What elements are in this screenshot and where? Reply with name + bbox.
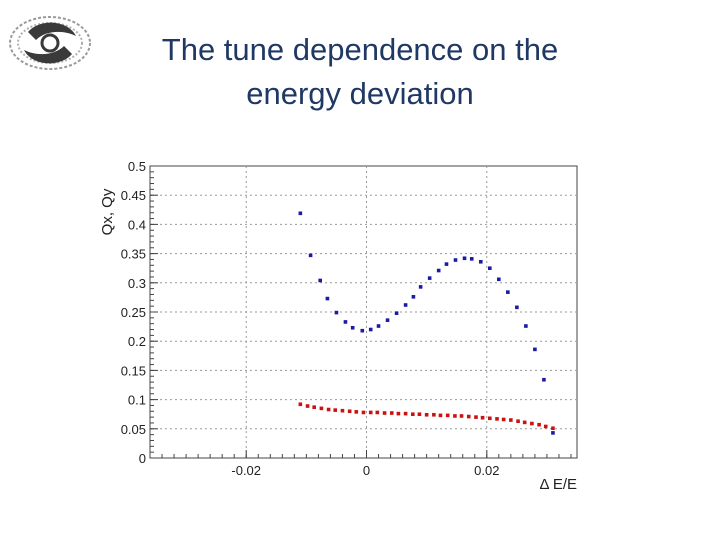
qx-point — [411, 295, 416, 299]
qy-point — [347, 409, 352, 414]
y-tick-label: 0.3 — [128, 276, 146, 291]
grid-lines — [150, 166, 577, 458]
y-tick-label: 0.25 — [121, 305, 146, 320]
qy-point — [537, 422, 541, 427]
x-tick-label: -0.02 — [231, 463, 261, 478]
qy-point — [368, 410, 373, 415]
y-tick-label: 0.05 — [121, 422, 146, 437]
qy-point — [501, 417, 506, 422]
qx-point — [350, 325, 355, 330]
qy-point — [445, 413, 450, 418]
qx-point — [403, 303, 408, 307]
qy-point — [487, 416, 492, 421]
qx-point — [444, 262, 449, 266]
qx-point — [394, 311, 399, 315]
qx-point — [551, 431, 555, 435]
qy-point — [522, 420, 527, 425]
qx-point — [298, 211, 303, 216]
qx-point — [385, 318, 390, 322]
qy-point — [474, 415, 478, 419]
qy-point — [424, 412, 429, 417]
qx-point — [542, 377, 546, 382]
qx-point — [524, 324, 528, 328]
qx-point — [487, 266, 492, 270]
y-tick-label: 0.4 — [128, 217, 146, 232]
qx-point — [515, 305, 519, 310]
y-tick-label: 0.35 — [121, 247, 146, 262]
qy-point — [516, 419, 520, 424]
qy-point — [298, 402, 303, 407]
qy-point — [382, 411, 387, 415]
qx-point — [334, 310, 339, 315]
qx-point — [462, 256, 467, 261]
qy-point — [459, 414, 464, 418]
qy-point — [438, 413, 443, 418]
qx-point — [469, 257, 474, 261]
qy-point — [411, 412, 415, 416]
qy-point — [389, 411, 394, 415]
qy-point — [361, 410, 366, 415]
qx-point — [308, 253, 313, 258]
slide-title-line-2: energy deviation — [246, 76, 474, 111]
qy-point — [396, 411, 401, 416]
data-points — [298, 211, 555, 435]
qx-point — [325, 296, 330, 301]
qy-point — [375, 410, 380, 415]
qx-point — [427, 276, 432, 280]
qx-point — [318, 278, 322, 283]
qy-point — [354, 410, 359, 414]
qx-point — [360, 328, 365, 333]
qy-point — [333, 408, 338, 412]
qx-point — [497, 277, 501, 282]
y-axis-title: Qx, Qy — [99, 188, 116, 235]
y-tick-label: 0 — [139, 451, 146, 466]
x-axis-ticks: -0.02 0 0.02 — [161, 450, 572, 478]
qx-point — [418, 285, 423, 289]
qx-point — [453, 258, 458, 262]
qy-point — [530, 421, 534, 426]
qx-point — [506, 290, 510, 294]
x-tick-label: 0.02 — [474, 463, 499, 478]
institute-logo — [9, 16, 91, 70]
qy-point — [319, 406, 324, 411]
qy-point — [417, 412, 422, 416]
slide-title: The tune dependence on the energy deviat… — [100, 28, 620, 116]
qy-point — [480, 415, 485, 420]
qy-point — [403, 411, 408, 416]
y-tick-label: 0.15 — [121, 363, 146, 378]
qx-point — [436, 268, 441, 273]
y-tick-label: 0.5 — [128, 159, 146, 174]
x-axis-title: Δ E/E — [539, 476, 577, 493]
y-axis-ticks: 0 0.05 0.1 0.15 0.2 0.25 0.3 0.35 0.4 0.45 0.5 — [121, 159, 158, 466]
qy-point — [432, 412, 436, 417]
qy-point — [453, 414, 457, 418]
y-tick-label: 0.45 — [121, 188, 146, 203]
qy-point — [543, 424, 548, 429]
x-tick-label: 0 — [363, 463, 370, 478]
qy-point — [509, 418, 513, 422]
qx-point — [533, 347, 537, 352]
qy-point — [466, 414, 471, 419]
qy-point — [495, 417, 499, 421]
qy-point — [305, 404, 310, 408]
slide-title-line-1: The tune dependence on the — [161, 32, 559, 67]
qy-point — [312, 405, 316, 409]
qy-point — [326, 407, 331, 412]
qx-point — [343, 320, 348, 324]
qx-point — [478, 259, 483, 264]
qx-point — [376, 324, 381, 328]
qy-point — [340, 408, 345, 413]
qx-point — [368, 327, 373, 332]
y-tick-label: 0.1 — [128, 393, 146, 408]
qy-point — [551, 426, 555, 431]
y-tick-label: 0.2 — [128, 334, 146, 349]
